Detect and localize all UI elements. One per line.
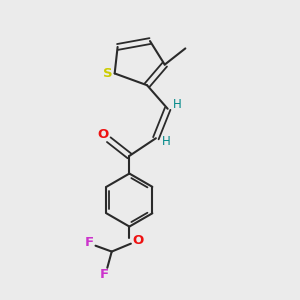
- Text: H: H: [162, 135, 171, 148]
- Text: F: F: [100, 268, 109, 281]
- Text: F: F: [85, 236, 94, 249]
- Text: O: O: [132, 234, 143, 247]
- Text: S: S: [103, 67, 113, 80]
- Text: H: H: [173, 98, 182, 111]
- Text: O: O: [98, 128, 109, 141]
